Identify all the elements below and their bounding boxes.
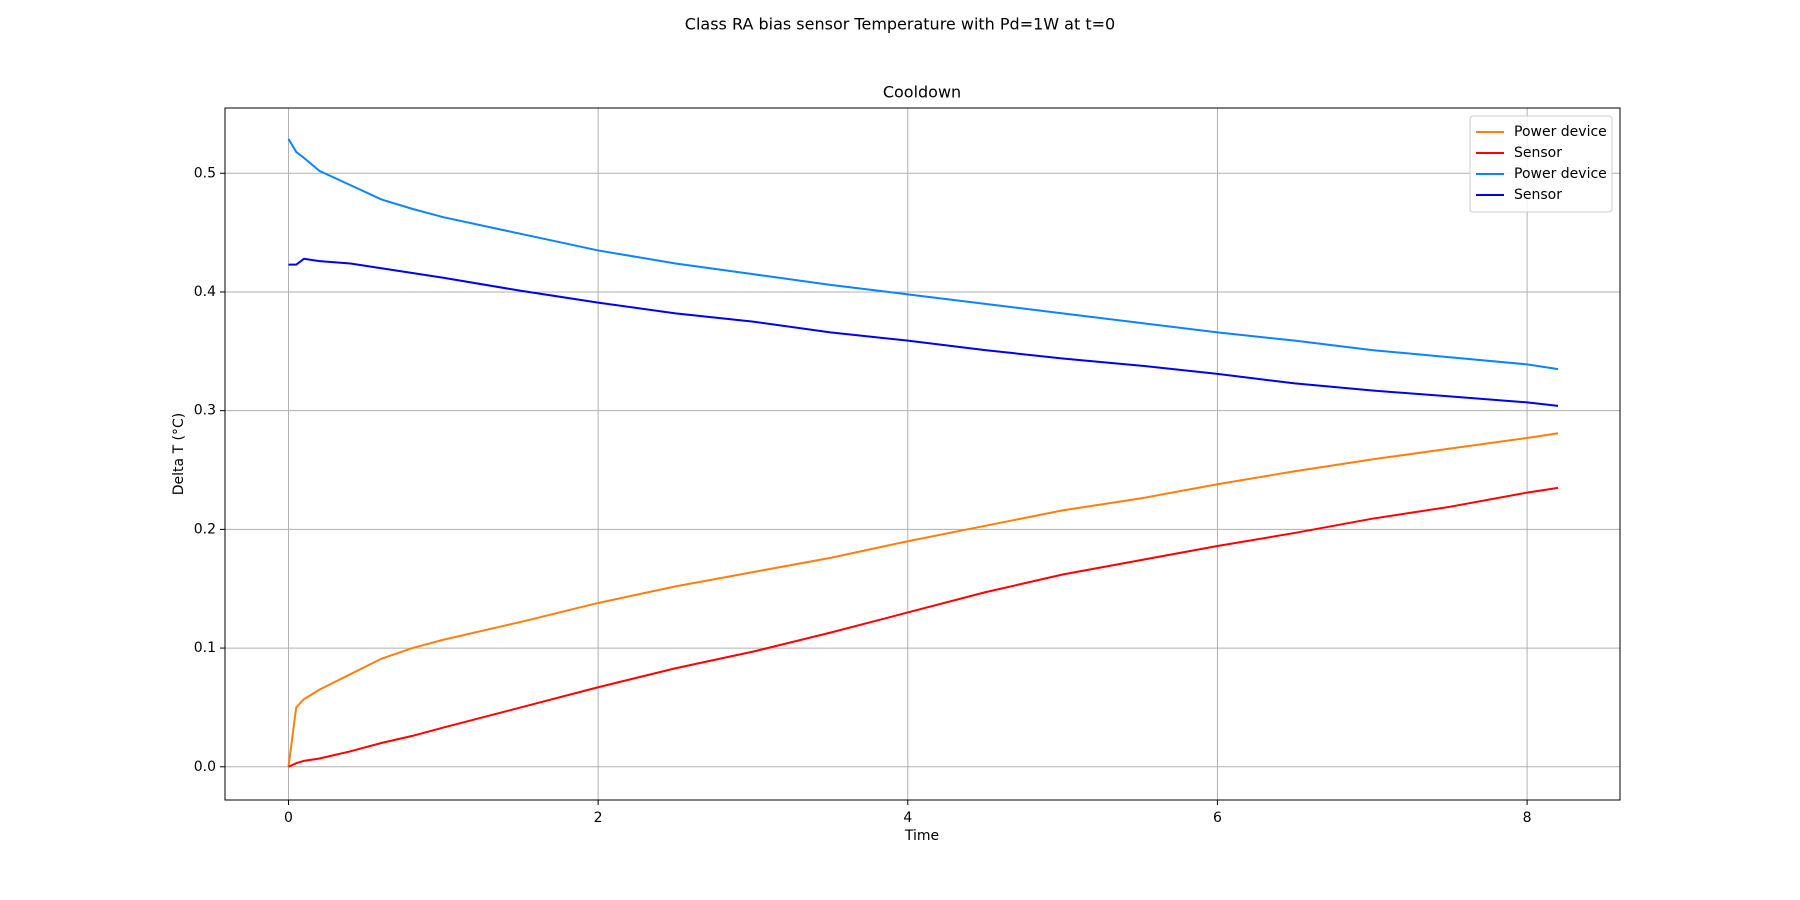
legend-label: Power device xyxy=(1514,166,1607,182)
legend-label: Sensor xyxy=(1514,187,1562,203)
series-line xyxy=(287,432,1559,767)
y-tick-label: 0.1 xyxy=(194,640,216,656)
series-line xyxy=(288,257,1559,407)
series-line xyxy=(287,138,1559,371)
legend-label: Power device xyxy=(1514,124,1607,140)
plot-frame xyxy=(224,107,1621,801)
legend-label: Sensor xyxy=(1514,145,1562,161)
series-line xyxy=(288,486,1559,768)
y-axis-label: Delta T (°C) xyxy=(171,413,187,496)
x-tick-label: 2 xyxy=(594,810,603,826)
y-tick-label: 0.3 xyxy=(194,403,216,419)
chart-title: Cooldown xyxy=(883,83,961,102)
x-axis-label: Time xyxy=(904,828,939,844)
y-tick-label: 0.5 xyxy=(194,165,216,181)
y-tick-label: 0.2 xyxy=(194,521,216,537)
x-tick-label: 6 xyxy=(1213,810,1222,826)
x-tick-label: 8 xyxy=(1523,810,1532,826)
legend-box xyxy=(1469,115,1613,213)
y-tick-label: 0.4 xyxy=(194,284,216,300)
y-tick-label: 0.0 xyxy=(194,759,216,775)
x-tick-label: 4 xyxy=(903,810,912,826)
x-tick-label: 0 xyxy=(284,810,293,826)
chart-suptitle: Class RA bias sensor Temperature with Pd… xyxy=(685,15,1115,34)
